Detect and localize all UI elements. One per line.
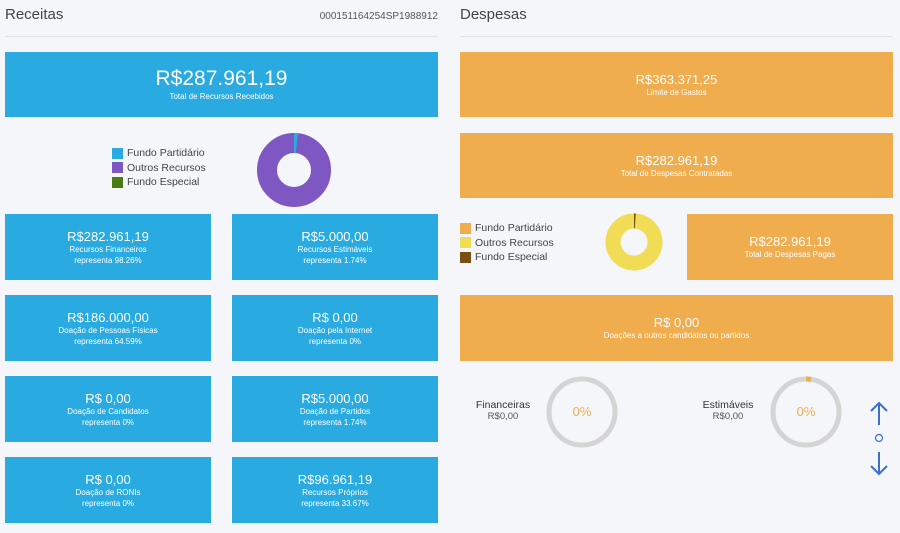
total-recebidos-card[interactable]: R$287.961,19 Total de Recursos Recebidos	[5, 52, 438, 117]
legend-label: Outros Recursos	[475, 236, 554, 249]
legend-swatch	[460, 222, 471, 234]
total-recebidos-value: R$287.961,19	[155, 67, 288, 90]
card-share: representa 33.67%	[301, 498, 369, 508]
receita-card[interactable]: R$ 0,00 Doação pela Internet representa 0%	[232, 295, 438, 361]
legend-item[interactable]: Outros Recursos	[460, 236, 554, 251]
gauge-financeiras	[546, 376, 618, 448]
card-label: Doação de Partidos	[299, 406, 371, 416]
card-value: R$96.961,19	[297, 471, 373, 487]
card-label: Recursos Estimáveis	[297, 244, 373, 254]
legend-item[interactable]: Fundo Partidário	[460, 221, 554, 236]
legend-item[interactable]: Fundo Partidário	[112, 146, 206, 161]
gauge-value: R$0,00	[487, 411, 519, 422]
card-share: representa 0%	[308, 336, 362, 346]
receitas-donut-chart	[257, 133, 331, 207]
card-label: Doação de RONIs	[75, 487, 141, 497]
legend-label: Outros Recursos	[127, 161, 206, 174]
doacoes-outros-value: R$ 0,00	[653, 315, 700, 330]
receitas-title: Receitas	[5, 6, 64, 23]
despesas-divider	[460, 36, 893, 37]
legend-label: Fundo Especial	[475, 251, 548, 264]
legend-swatch	[460, 237, 471, 249]
card-value: R$5.000,00	[301, 390, 369, 406]
despesas-contratadas-value: R$282.961,19	[635, 152, 718, 168]
despesas-donut-chart	[605, 213, 663, 271]
card-share: representa 1.74%	[303, 255, 367, 265]
receita-card[interactable]: R$5.000,00 Doação de Partidos representa 1…	[232, 376, 438, 442]
card-value: R$ 0,00	[85, 390, 131, 406]
legend-swatch	[460, 251, 471, 263]
card-share: representa 64.59%	[74, 336, 142, 346]
gauge-track	[546, 376, 618, 448]
doacoes-outros-label: Doações a outros candidatos ou partidos	[603, 331, 750, 340]
gauge-percent: 0%	[572, 404, 592, 419]
gauge-estimaveis-info: Estimáveis R$0,00	[695, 399, 761, 422]
despesas-pagas-card[interactable]: R$282.961,19 Total de Despesas Pagas	[687, 214, 893, 280]
receita-card[interactable]: R$96.961,19 Recursos Próprios representa 3…	[232, 457, 438, 523]
card-value: R$186.000,00	[67, 309, 149, 325]
legend-label: Fundo Partidário	[475, 222, 553, 235]
legend-item[interactable]: Fundo Especial	[460, 250, 554, 265]
gauge-label: Estimáveis	[702, 399, 754, 411]
card-label: Recursos Financeiros	[69, 244, 147, 254]
receitas-legend: Fundo Partidário Outros Recursos Fundo E…	[112, 146, 206, 190]
receitas-divider	[5, 36, 438, 37]
legend-swatch	[112, 176, 123, 188]
total-recebidos-label: Total de Recursos Recebidos	[169, 92, 274, 101]
legend-item[interactable]: Fundo Especial	[112, 175, 206, 190]
legend-swatch	[112, 162, 123, 174]
card-share: representa 0%	[81, 417, 135, 427]
despesas-title: Despesas	[460, 6, 527, 23]
card-label: Doação pela Internet	[297, 325, 373, 335]
card-share: representa 1.74%	[303, 417, 367, 427]
arrow-down-icon[interactable]	[868, 450, 890, 478]
circle-icon[interactable]	[874, 433, 884, 443]
card-share: representa 98.26%	[74, 255, 142, 265]
despesas-contratadas-card[interactable]: R$282.961,19 Total de Despesas Contratad…	[460, 133, 893, 198]
doacoes-outros-card[interactable]: R$ 0,00 Doações a outros candidatos ou p…	[460, 295, 893, 361]
despesas-contratadas-label: Total de Despesas Contratadas	[620, 168, 733, 178]
receita-card[interactable]: R$186.000,00 Doação de Pessoas Físicas rep…	[5, 295, 211, 361]
donut-segment-fundo-partidario	[257, 133, 331, 207]
gauge-value: R$0,00	[712, 411, 744, 422]
card-share: representa 0%	[81, 498, 135, 508]
gauge-percent: 0%	[796, 404, 816, 419]
limite-gastos-value: R$363.371,25	[635, 71, 718, 87]
gauge-financeiras-info: Financeiras R$0,00	[470, 399, 536, 422]
scroll-navigation	[868, 400, 890, 478]
card-value: R$282.961,19	[67, 228, 149, 244]
despesas-pagas-value: R$282.961,19	[749, 234, 831, 249]
receita-card[interactable]: R$ 0,00 Doação de Candidatos representa 0%	[5, 376, 211, 442]
card-value: R$ 0,00	[85, 471, 131, 487]
candidate-code: 000151164254SP1988912	[319, 11, 438, 22]
legend-item[interactable]: Outros Recursos	[112, 161, 206, 176]
legend-label: Fundo Especial	[127, 176, 200, 189]
arrow-up-icon[interactable]	[868, 400, 890, 426]
despesas-pagas-label: Total de Despesas Pagas	[744, 250, 836, 259]
receita-card[interactable]: R$282.961,19 Recursos Financeiros represen…	[5, 214, 211, 280]
despesas-legend: Fundo Partidário Outros Recursos Fundo E…	[460, 221, 554, 265]
legend-label: Fundo Partidário	[127, 147, 205, 160]
gauge-label: Financeiras	[475, 399, 531, 411]
legend-swatch	[112, 147, 123, 159]
gauge-estimaveis	[770, 376, 842, 448]
card-value: R$5.000,00	[301, 228, 369, 244]
donut-segment-fundo-especial	[605, 213, 663, 271]
receita-card[interactable]: R$5.000,00 Recursos Estimáveis representa …	[232, 214, 438, 280]
card-label: Doação de Pessoas Físicas	[58, 325, 158, 335]
card-label: Recursos Próprios	[302, 487, 368, 497]
card-value: R$ 0,00	[312, 309, 358, 325]
receita-card[interactable]: R$ 0,00 Doação de RONIs representa 0%	[5, 457, 211, 523]
limite-gastos-label: Limite de Gastos	[646, 87, 707, 97]
limite-gastos-card[interactable]: R$363.371,25 Limite de Gastos	[460, 52, 893, 117]
card-label: Doação de Candidatos	[67, 406, 149, 416]
